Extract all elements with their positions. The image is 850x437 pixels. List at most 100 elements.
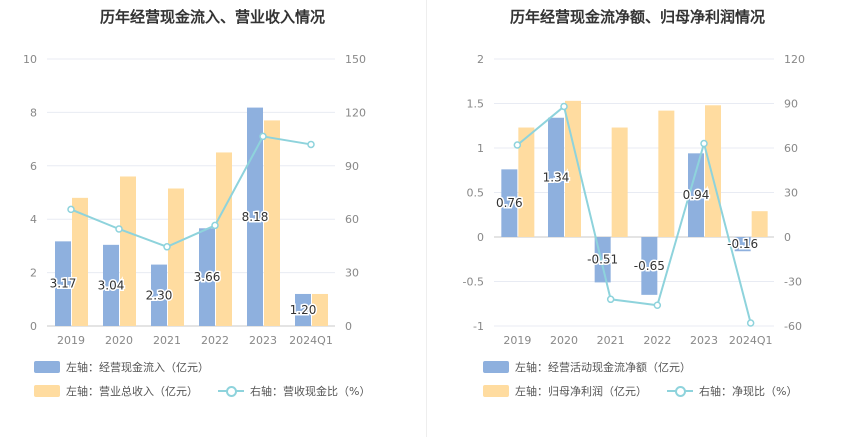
left-axis-tick: -1 xyxy=(473,320,484,333)
x-axis-tick: 2020 xyxy=(105,334,133,347)
ratio-point xyxy=(67,205,75,214)
x-axis-tick: 2023 xyxy=(690,334,718,347)
panel-divider xyxy=(426,0,427,437)
left-axis-tick: 4 xyxy=(30,213,37,226)
bar-data-label: 3.66 xyxy=(194,270,221,284)
bar-data-label: 0.76 xyxy=(496,196,523,210)
legend-line-icon xyxy=(218,385,244,397)
bar-primary xyxy=(151,264,167,326)
bar-secondary xyxy=(565,100,581,237)
right-axis-tick: -30 xyxy=(784,276,802,289)
left-axis-tick: -0.5 xyxy=(463,276,484,289)
right-axis-tick: -60 xyxy=(784,320,802,333)
bar-secondary xyxy=(705,105,721,237)
chart1-title: 历年经营现金流入、营业收入情况 xyxy=(99,8,325,26)
chart1-legend-ratio[interactable]: 右轴：营收现金比（%） xyxy=(218,383,370,399)
x-axis-tick: 2019 xyxy=(503,334,531,347)
bar-secondary xyxy=(72,197,88,326)
bar-data-label: 1.20 xyxy=(290,303,317,317)
ratio-point xyxy=(606,295,615,304)
left-axis-tick: 2 xyxy=(477,53,484,66)
bar-data-label: 8.18 xyxy=(242,210,269,224)
ratio-point xyxy=(307,140,315,149)
ratio-point xyxy=(513,141,522,149)
right-axis-tick: 60 xyxy=(345,213,359,226)
legend-swatch-blue xyxy=(34,361,60,373)
right-axis-tick: 150 xyxy=(345,53,366,66)
bar-data-label: -0.16 xyxy=(727,237,758,251)
ratio-point xyxy=(653,301,662,309)
bar-secondary xyxy=(120,176,136,326)
legend-label: 左轴：经营现金流入（亿元） xyxy=(66,361,209,374)
right-axis-tick: 90 xyxy=(784,98,798,111)
ratio-line xyxy=(516,104,752,324)
bar-primary xyxy=(295,293,311,326)
legend-swatch-blue xyxy=(483,361,509,373)
chart1-legend-inflow[interactable]: 左轴：经营现金流入（亿元） xyxy=(34,359,209,375)
chart1-legend-revenue[interactable]: 左轴：营业总收入（亿元） xyxy=(34,383,198,399)
right-axis-tick: 0 xyxy=(345,320,352,333)
bar-secondary xyxy=(751,211,768,237)
bar-secondary xyxy=(611,127,628,237)
bar-primary xyxy=(734,237,751,252)
bar-secondary xyxy=(216,152,232,326)
right-axis-tick: 120 xyxy=(345,106,366,119)
legend-label: 左轴：营业总收入（亿元） xyxy=(66,385,198,398)
ratio-point xyxy=(211,221,219,230)
bar-data-label: -0.65 xyxy=(634,259,665,273)
ratio-point xyxy=(115,225,123,233)
chart2-legend-netprofit[interactable]: 左轴：归母净利润（亿元） xyxy=(483,383,647,399)
ratio-point xyxy=(700,139,708,148)
legend-swatch-orange xyxy=(483,385,509,397)
x-axis-tick: 2022 xyxy=(201,334,229,347)
x-axis-tick: 2020 xyxy=(550,334,578,347)
right-axis-tick: 120 xyxy=(784,53,805,66)
left-axis-tick: 2 xyxy=(30,267,37,280)
bar-data-label: 3.17 xyxy=(50,277,77,291)
chart2-title: 历年经营现金流净额、归母净利润情况 xyxy=(509,8,765,26)
bar-data-label: -0.51 xyxy=(587,253,618,267)
x-axis-tick: 2021 xyxy=(153,334,181,347)
right-axis-tick: 30 xyxy=(784,187,798,200)
legend-label: 右轴：净现比（%） xyxy=(699,385,798,398)
ratio-point xyxy=(259,132,267,141)
bar-data-label: 1.34 xyxy=(543,170,570,184)
bar-primary xyxy=(247,107,263,327)
ratio-point xyxy=(560,102,568,111)
bar-primary xyxy=(55,241,71,326)
bar-primary xyxy=(199,228,215,326)
chart2-legend-netcash[interactable]: 左轴：经营活动现金流净额（亿元） xyxy=(483,359,691,375)
legend-line-icon xyxy=(667,385,693,397)
ratio-point xyxy=(163,243,171,251)
bar-primary xyxy=(688,153,704,237)
bar-primary xyxy=(548,117,564,237)
left-axis-tick: 0.5 xyxy=(467,187,485,200)
legend-swatch-orange xyxy=(34,385,60,397)
bar-data-label: 2.30 xyxy=(146,288,173,302)
left-axis-tick: 8 xyxy=(30,106,37,119)
right-axis-tick: 30 xyxy=(345,267,359,280)
x-axis-tick: 2024Q1 xyxy=(729,334,773,347)
right-axis-tick: 0 xyxy=(784,231,791,244)
bar-primary xyxy=(501,169,518,237)
bar-primary xyxy=(641,237,658,295)
left-axis-tick: 0 xyxy=(477,231,484,244)
left-axis-tick: 1.5 xyxy=(467,98,485,111)
right-axis-tick: 60 xyxy=(784,142,798,155)
chart2-legend-ratio[interactable]: 右轴：净现比（%） xyxy=(667,383,797,399)
bar-secondary xyxy=(168,188,184,326)
legend-label: 左轴：经营活动现金流净额（亿元） xyxy=(515,361,691,374)
bar-secondary xyxy=(264,120,280,326)
legend-label: 右轴：营收现金比（%） xyxy=(250,385,371,398)
right-axis-tick: 90 xyxy=(345,160,359,173)
left-axis-tick: 10 xyxy=(23,53,37,66)
ratio-point xyxy=(746,319,755,327)
bar-secondary xyxy=(312,293,328,326)
bar-primary xyxy=(103,244,119,326)
left-axis-tick: 1 xyxy=(477,142,484,155)
legend-label: 左轴：归母净利润（亿元） xyxy=(515,385,647,398)
x-axis-tick: 2023 xyxy=(249,334,277,347)
x-axis-tick: 2019 xyxy=(57,334,85,347)
x-axis-tick: 2022 xyxy=(643,334,671,347)
